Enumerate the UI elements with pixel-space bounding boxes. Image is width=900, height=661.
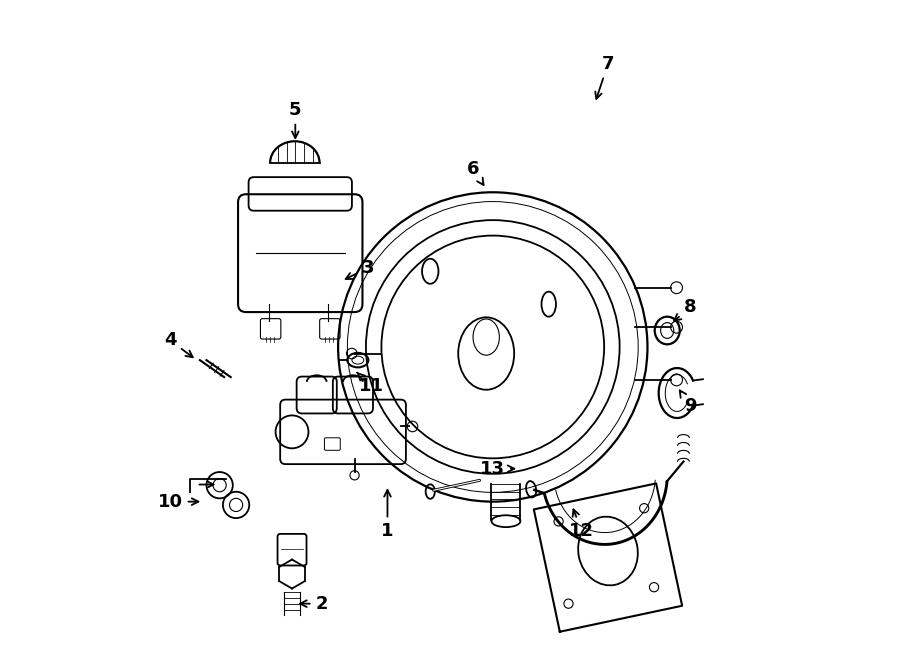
Text: 3: 3 <box>346 259 374 279</box>
Text: 11: 11 <box>357 373 383 395</box>
Text: 7: 7 <box>595 55 614 99</box>
Text: 13: 13 <box>481 460 514 478</box>
Text: 4: 4 <box>164 331 193 357</box>
Text: 2: 2 <box>300 595 328 613</box>
Text: 9: 9 <box>680 391 697 415</box>
Text: 5: 5 <box>289 101 302 138</box>
Text: 1: 1 <box>382 490 393 540</box>
Text: 6: 6 <box>467 160 483 185</box>
Text: 10: 10 <box>158 492 198 511</box>
Text: 12: 12 <box>569 510 594 540</box>
Text: 8: 8 <box>674 299 697 321</box>
